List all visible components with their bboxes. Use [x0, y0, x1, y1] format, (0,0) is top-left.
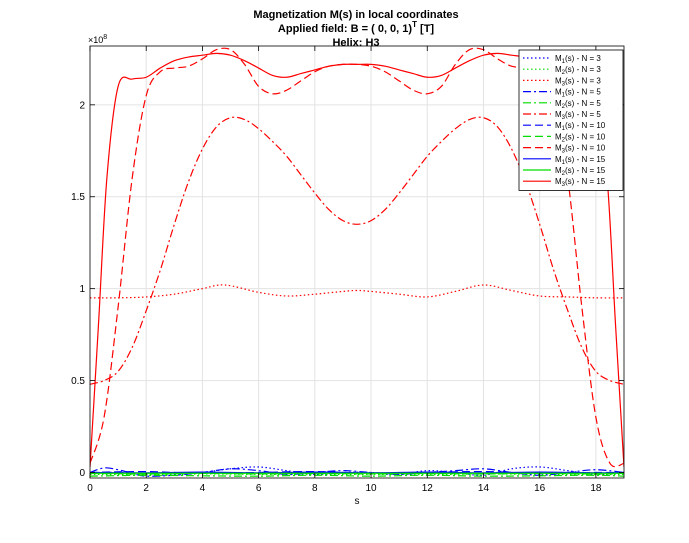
x-tick-label-8: 16 [534, 483, 546, 494]
legend-label-6: M1(s) - N = 10 [555, 121, 606, 132]
legend-label-sub-6: 1 [562, 126, 566, 132]
legend-label-rest-0: (s) - N = 3 [565, 54, 601, 63]
legend-label-10: M2(s) - N = 15 [555, 166, 606, 177]
legend-label-rest-5: (s) - N = 5 [565, 110, 601, 119]
legend-label-main-8: M [555, 144, 562, 153]
legend-label-rest-3: (s) - N = 5 [565, 88, 601, 97]
legend-label-rest-9: (s) - N = 15 [565, 155, 606, 164]
legend-label-rest-2: (s) - N = 3 [565, 76, 601, 85]
legend-label-sub-8: 3 [562, 149, 566, 155]
legend-label-9: M1(s) - N = 15 [555, 155, 606, 166]
series-line-2 [90, 284, 624, 299]
y-tick-label-0: 0 [79, 468, 85, 479]
legend-label-rest-11: (s) - N = 15 [565, 177, 606, 186]
legend-label-sub-2: 3 [562, 81, 566, 87]
legend-label-1: M2(s) - N = 3 [555, 65, 601, 76]
legend-label-8: M3(s) - N = 10 [555, 144, 606, 155]
x-tick-label-7: 14 [478, 483, 490, 494]
legend: M1(s) - N = 3M2(s) - N = 3M3(s) - N = 3M… [518, 49, 624, 191]
legend-label-2: M3(s) - N = 3 [555, 76, 601, 87]
legend-label-sub-9: 1 [562, 160, 566, 166]
legend-label-main-1: M [555, 65, 562, 74]
y-exponent-base: ×10 [88, 35, 103, 45]
legend-label-11: M3(s) - N = 15 [555, 177, 606, 188]
title-line-2-suffix: [T] [417, 23, 434, 35]
y-exponent-label: ×108 [88, 34, 107, 45]
legend-label-sub-11: 3 [562, 182, 566, 188]
legend-label-main-11: M [555, 177, 562, 186]
legend-label-main-2: M [555, 76, 562, 85]
x-tick-label-9: 18 [590, 483, 602, 494]
legend-label-sub-7: 2 [562, 137, 566, 143]
chart-title: Magnetization M(s) in local coordinates … [253, 9, 458, 49]
legend-label-main-9: M [555, 155, 562, 164]
x-tick-label-6: 12 [422, 483, 434, 494]
legend-label-3: M1(s) - N = 5 [555, 88, 601, 99]
legend-label-main-4: M [555, 99, 562, 108]
legend-label-main-5: M [555, 110, 562, 119]
legend-box [518, 49, 624, 191]
legend-label-sub-5: 3 [562, 115, 566, 121]
x-tick-label-1: 2 [143, 483, 149, 494]
title-line-2-superscript: T [412, 20, 417, 29]
legend-label-rest-7: (s) - N = 10 [565, 132, 606, 141]
x-axis-label: s [355, 496, 360, 507]
legend-label-main-7: M [555, 132, 562, 141]
title-line-3: Helix: H3 [332, 37, 379, 49]
x-tick-label-4: 8 [312, 483, 318, 494]
legend-label-main-10: M [555, 166, 562, 175]
y-tick-label-2: 1 [79, 284, 85, 295]
legend-label-sub-3: 1 [562, 93, 566, 99]
legend-label-rest-1: (s) - N = 3 [565, 65, 601, 74]
legend-label-rest-8: (s) - N = 10 [565, 144, 606, 153]
legend-label-rest-10: (s) - N = 15 [565, 166, 606, 175]
legend-label-5: M3(s) - N = 5 [555, 110, 601, 121]
series-line-4 [90, 474, 624, 477]
legend-label-main-6: M [555, 121, 562, 130]
legend-label-sub-10: 2 [562, 171, 566, 177]
x-tick-label-0: 0 [87, 483, 93, 494]
x-tick-label-3: 6 [256, 483, 262, 494]
title-line-2: Applied field: B = ( 0, 0, 1)T [T] [278, 20, 435, 35]
y-exponent-power: 8 [103, 34, 107, 41]
x-tick-label-2: 4 [200, 483, 206, 494]
legend-label-main-0: M [555, 54, 562, 63]
title-line-1: Magnetization M(s) in local coordinates [253, 9, 458, 21]
legend-label-main-3: M [555, 88, 562, 97]
y-tick-label-3: 1.5 [71, 192, 85, 203]
legend-label-rest-4: (s) - N = 5 [565, 99, 601, 108]
x-tick-label-5: 10 [365, 483, 377, 494]
legend-label-sub-1: 2 [562, 70, 566, 76]
y-tick-label-1: 0.5 [71, 376, 85, 387]
series-line-5 [90, 116, 624, 385]
legend-label-sub-0: 1 [562, 59, 566, 65]
y-tick-label-4: 2 [79, 100, 85, 111]
legend-label-4: M2(s) - N = 5 [555, 99, 601, 110]
legend-label-rest-6: (s) - N = 10 [565, 121, 606, 130]
title-line-2-main: Applied field: B = ( 0, 0, 1) [278, 23, 412, 35]
legend-label-7: M2(s) - N = 10 [555, 132, 606, 143]
axes-box [89, 45, 625, 479]
legend-label-0: M1(s) - N = 3 [555, 54, 601, 65]
legend-label-sub-4: 2 [562, 104, 566, 110]
